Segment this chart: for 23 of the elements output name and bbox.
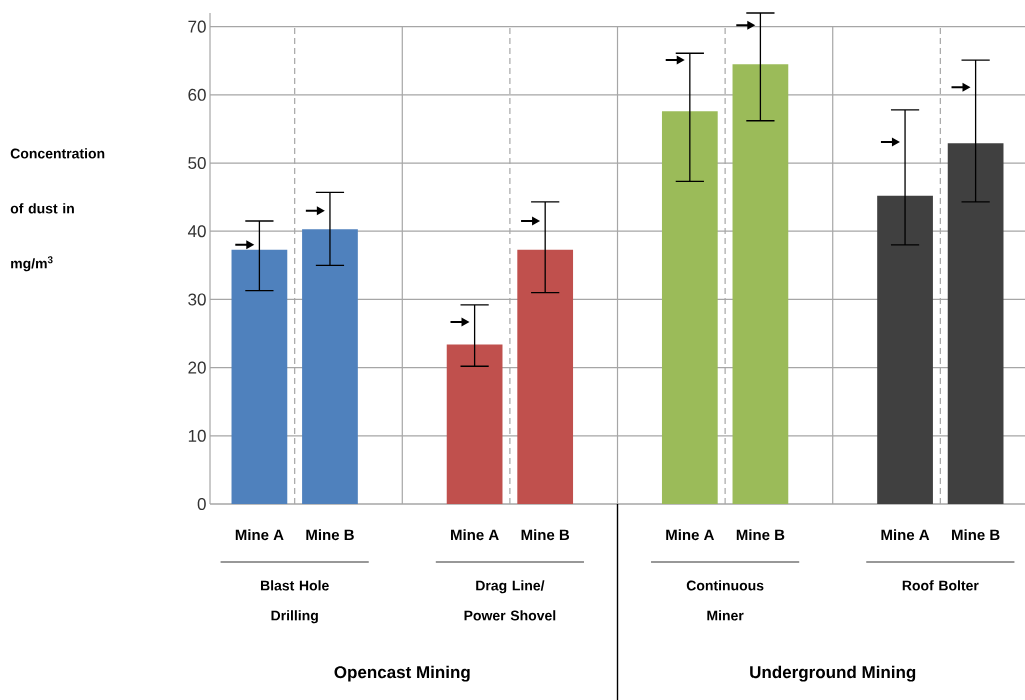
x-tick-label: Mine A bbox=[666, 529, 715, 541]
y-tick-label: 50 bbox=[188, 157, 206, 170]
y-tick-label: 10 bbox=[188, 429, 206, 442]
text: Concentration of dust in mg/m$^{3}$ bbox=[10, 148, 105, 272]
y-tick-label: 60 bbox=[188, 88, 206, 101]
x-tick-label: Mine B bbox=[736, 529, 785, 541]
text: Underground Mining bbox=[750, 665, 916, 682]
x-tick-label: Mine B bbox=[952, 529, 1000, 541]
y-tick-label: 20 bbox=[188, 361, 206, 374]
x-tick-label: Mine A bbox=[235, 529, 284, 541]
x-tick-label: Mine A bbox=[451, 529, 499, 541]
text: Continuous Miner bbox=[686, 580, 764, 621]
x-tick-label: Mine B bbox=[306, 529, 354, 541]
y-tick-label: 40 bbox=[187, 225, 206, 238]
x-tick-label: Mine B bbox=[521, 529, 570, 541]
text: Roof Bolter bbox=[902, 580, 979, 591]
y-tick-label: 30 bbox=[188, 293, 206, 306]
y-tick-label: 70 bbox=[188, 20, 206, 33]
text: Blast Hole Drilling bbox=[261, 580, 329, 624]
text: Opencast Mining bbox=[334, 665, 470, 682]
text: Drag Line/ Power Shovel bbox=[464, 580, 556, 621]
x-tick-label: Mine A bbox=[881, 529, 930, 541]
y-tick-label: 0 bbox=[197, 497, 206, 511]
